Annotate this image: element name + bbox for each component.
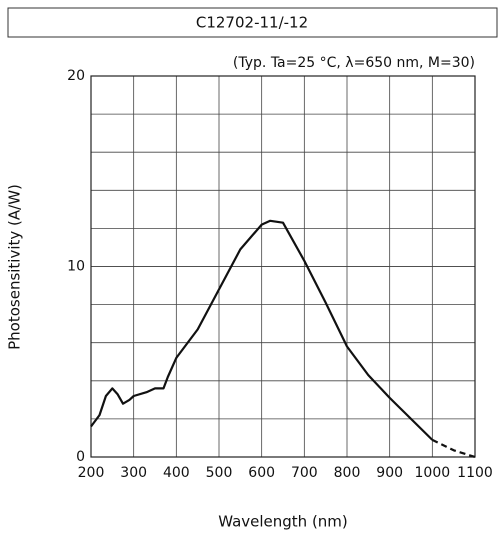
x-tick-label: 1000 xyxy=(415,465,451,481)
x-axis-label: Wavelength (nm) xyxy=(218,513,348,531)
curve xyxy=(90,219,434,441)
x-tick-label: 900 xyxy=(376,465,403,481)
x-tick-label: 600 xyxy=(248,465,275,481)
x-tick-label: 500 xyxy=(206,465,233,481)
x-tick-label: 300 xyxy=(120,465,147,481)
y-axis-label: Photosensitivity (A/W) xyxy=(6,184,24,350)
chart-subtitle: (Typ. Ta=25 °C, λ=650 nm, M=30) xyxy=(233,55,475,71)
y-tick-label: 10 xyxy=(67,259,85,275)
x-tick-label: 700 xyxy=(291,465,318,481)
curve-dashed xyxy=(431,438,476,459)
x-tick-label: 400 xyxy=(163,465,190,481)
x-tick-label: 1100 xyxy=(457,465,493,481)
title-box xyxy=(7,7,498,38)
x-tick-label: 800 xyxy=(334,465,361,481)
y-tick-label: 20 xyxy=(67,68,85,84)
x-tick-label: 200 xyxy=(78,465,105,481)
plot-frame xyxy=(90,75,476,458)
y-tick-label: 0 xyxy=(76,449,85,465)
chart-title: C12702-11/-12 xyxy=(196,14,308,32)
